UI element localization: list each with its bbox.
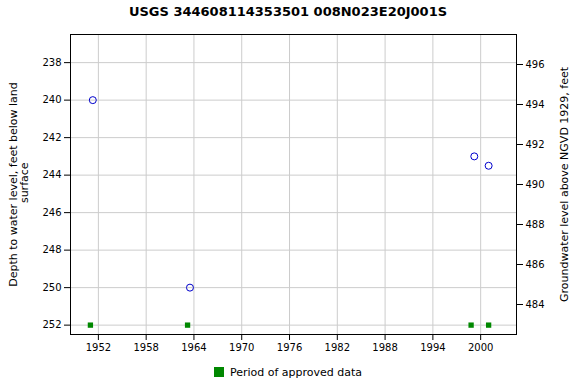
html-text:USGS 344608114353501 008N023E2: USGS 344608114353501 008N023E20J001S — [128, 4, 448, 19]
svg-text:494: 494 — [526, 99, 545, 110]
svg-text:1976: 1976 — [277, 342, 302, 353]
svg-text:1958: 1958 — [133, 342, 158, 353]
svg-text:496: 496 — [526, 59, 545, 70]
svg-text:242: 242 — [42, 132, 61, 143]
svg-text:250: 250 — [42, 282, 61, 293]
html-text:Period of approved data: Period of approved data — [229, 365, 363, 379]
svg-text:490: 490 — [526, 179, 545, 190]
svg-text:1952: 1952 — [86, 342, 111, 353]
svg-text:1988: 1988 — [372, 342, 397, 353]
svg-text:Depth to water level, feet bel: Depth to water level, feet below land su… — [7, 82, 31, 287]
svg-text:2000: 2000 — [468, 342, 493, 353]
svg-text:1994: 1994 — [420, 342, 445, 353]
svg-text:1982: 1982 — [325, 342, 350, 353]
svg-text:244: 244 — [42, 169, 61, 180]
svg-text:492: 492 — [526, 139, 545, 150]
svg-text:1964: 1964 — [181, 342, 206, 353]
svg-text:246: 246 — [42, 207, 61, 218]
svg-text:252: 252 — [42, 319, 61, 330]
svg-text:248: 248 — [42, 244, 61, 255]
svg-text:Groundwater level above NGVD 1: Groundwater level above NGVD 1929, feet — [558, 66, 571, 302]
svg-text:1970: 1970 — [229, 342, 254, 353]
svg-text:488: 488 — [526, 219, 545, 230]
svg-text:238: 238 — [42, 57, 61, 68]
svg-text:484: 484 — [526, 299, 545, 310]
svg-text:240: 240 — [42, 94, 61, 105]
svg-text:486: 486 — [526, 259, 545, 270]
